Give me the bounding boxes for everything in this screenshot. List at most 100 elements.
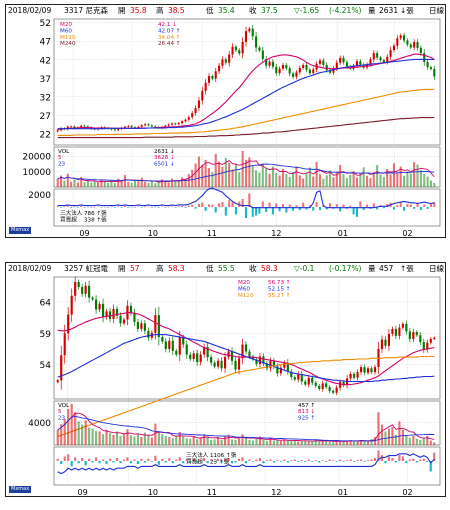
volume-bar: [332, 177, 335, 187]
chart-header: 2018/02/09 3257 虹冠電 開 57 高 58.3 低 55.5 收…: [6, 263, 445, 275]
institutional-bar: [339, 207, 342, 212]
volume-bar: [203, 434, 206, 445]
volume-bar: [170, 178, 174, 187]
volume-bar: [332, 442, 335, 445]
institutional-bar: [335, 203, 338, 207]
institutional-bar: [67, 454, 70, 461]
legend-value: 26.44 ↑: [158, 40, 180, 47]
institutional-bar: [318, 207, 322, 211]
volume-bar: [207, 168, 211, 187]
volume-bar: [401, 429, 404, 445]
volume-bar: [307, 441, 310, 445]
candle-body: [184, 119, 187, 122]
candle-body: [185, 344, 188, 355]
volume-bar: [366, 441, 370, 445]
candle-body: [419, 335, 422, 343]
volume-bar: [140, 437, 143, 445]
institutional-bar: [370, 459, 373, 461]
volume-bar: [283, 439, 286, 445]
institutional-bar: [161, 458, 164, 461]
volume-bar: [189, 438, 192, 445]
volume-bar: [345, 178, 348, 187]
candle-body: [73, 126, 76, 128]
institutional-bar: [366, 460, 370, 461]
candle-body: [298, 67, 301, 73]
candle-body: [345, 62, 348, 67]
institutional-bar: [419, 459, 422, 461]
institutional-cumulative-line: [57, 187, 435, 209]
institutional-bar: [265, 207, 268, 212]
volume-bar: [218, 161, 221, 187]
volume-bar: [314, 439, 317, 445]
volume-bar: [224, 435, 227, 445]
candle-body: [177, 123, 180, 125]
institutional-bar: [120, 207, 123, 208]
institutional-bar: [429, 461, 432, 472]
institutional-bar: [384, 461, 387, 464]
candle-body: [405, 323, 408, 332]
candle-body: [241, 344, 244, 359]
volume-bar: [399, 166, 402, 187]
volume-bar: [376, 165, 379, 187]
institutional-bar: [164, 207, 167, 208]
candle-body: [363, 367, 366, 373]
volume-bar: [419, 169, 422, 187]
institutional-bar: [122, 459, 126, 461]
volume-bar: [251, 440, 255, 445]
volume-legend-value: 2631 ↓: [154, 148, 175, 155]
volume-bar: [164, 181, 167, 187]
legend-value: 56.73 ↑: [268, 279, 290, 286]
institutional-bar: [403, 207, 406, 211]
institutional-bar: [189, 461, 192, 463]
institutional-bar: [315, 202, 318, 207]
candle-body: [339, 382, 342, 388]
volume-bar: [292, 171, 295, 187]
institutional-bar: [130, 206, 133, 208]
candle-body: [382, 60, 385, 62]
institutional-bar: [321, 460, 324, 461]
volume-bar: [406, 171, 409, 187]
candle-body: [300, 373, 303, 382]
header-low: 35.4: [218, 6, 235, 15]
candle-body: [161, 337, 164, 342]
institutional-bar: [423, 204, 426, 207]
institutional-bar: [352, 461, 356, 462]
candle-body: [406, 40, 409, 45]
volume-bar: [60, 424, 63, 445]
candle-body: [77, 282, 80, 288]
candle-body: [164, 341, 167, 349]
institutional-bar: [170, 206, 174, 207]
volume-bar: [204, 159, 207, 187]
volume-bar: [129, 435, 133, 445]
candle-body: [370, 368, 373, 373]
candle-body: [339, 57, 342, 63]
volume-bar: [56, 179, 59, 187]
volume-bar: [366, 175, 369, 187]
month-tick-label: 02: [402, 229, 412, 237]
institutional-bar: [115, 458, 119, 461]
institutional-bar: [221, 202, 224, 207]
volume-bar: [150, 180, 153, 187]
volume-bar: [199, 437, 202, 445]
candle-body: [133, 127, 137, 129]
institutional-bar: [171, 461, 174, 464]
volume-bar: [150, 437, 153, 445]
institutional-bar: [217, 458, 220, 461]
candle-body: [147, 124, 150, 126]
institutional-bar: [258, 207, 261, 214]
header-low: 55.5: [218, 264, 235, 273]
institutional-bar: [103, 206, 106, 208]
candle-body: [376, 53, 379, 58]
volume-bar: [140, 177, 143, 187]
institutional-bar: [88, 458, 91, 461]
volume-legend-name: 23: [58, 161, 66, 167]
institutional-bar: [91, 461, 94, 463]
header-change: ▽-1.65: [294, 6, 320, 15]
candle-body: [204, 82, 207, 91]
volume-bar: [211, 172, 214, 187]
volume-bar: [405, 435, 408, 445]
candle-body: [81, 287, 84, 294]
institutional-bar: [66, 205, 69, 207]
candle-body: [113, 129, 116, 131]
candle-body: [398, 327, 401, 336]
